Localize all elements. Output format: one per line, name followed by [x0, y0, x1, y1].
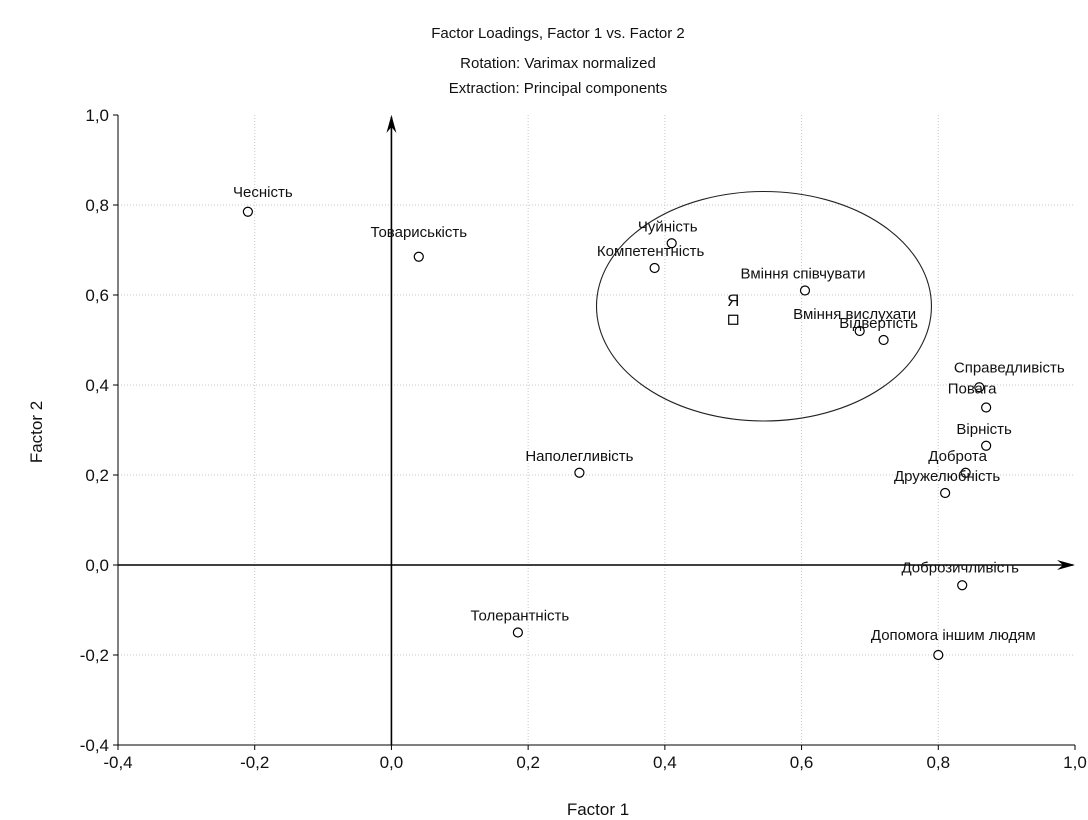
data-point [242, 206, 253, 217]
y-tick-label: 1,0 [85, 106, 109, 125]
x-tick-label: -0,2 [240, 753, 269, 772]
data-point [878, 334, 889, 346]
data-point [649, 262, 660, 274]
y-tick-label: 0,8 [85, 196, 109, 215]
data-point [413, 251, 424, 262]
data-point-label: Справедливість [954, 359, 1065, 376]
x-tick-label: 0,2 [516, 753, 540, 772]
data-point-label: Повага [948, 381, 997, 398]
x-tick-label: 0,0 [380, 753, 404, 772]
data-point-label: Відвертість [839, 315, 918, 332]
x-tick-label: 0,6 [790, 753, 814, 772]
y-tick-label: -0,2 [80, 646, 109, 665]
y-tick-label: 0,2 [85, 466, 109, 485]
y-tick-label: 0,6 [85, 286, 109, 305]
data-point-label: Дружелюбність [894, 468, 1000, 485]
y-tick-label: 0,4 [85, 376, 109, 395]
data-point-label: Вміння співчувати [741, 266, 866, 283]
x-tick-label: 0,4 [653, 753, 677, 772]
data-point-label: Компетентність [597, 243, 705, 260]
chart-subtitle-extraction: Extraction: Principal components [449, 80, 667, 97]
x-tick-label: 0,8 [926, 753, 950, 772]
data-point [940, 487, 951, 499]
x-axis-label: Factor 1 [567, 800, 629, 819]
data-point [933, 649, 944, 661]
data-point-label: Допомога іншим людям [871, 627, 1036, 644]
data-point [960, 467, 971, 478]
y-tick-label: 0,0 [85, 556, 109, 575]
data-point-label: Товариськість [370, 224, 467, 241]
x-tick-label: 1,0 [1063, 753, 1087, 772]
self-marker-label: Я [727, 291, 739, 310]
cluster-ellipse-group [595, 190, 933, 422]
chart-subtitle-rotation: Rotation: Varimax normalized [460, 55, 656, 72]
data-point-label: Вміння вислухати [793, 306, 916, 323]
cluster-ellipse [595, 190, 933, 422]
data-point-label: Чуйність [638, 218, 698, 235]
data-point-label: Чесність [233, 184, 293, 201]
data-point [512, 627, 523, 638]
chart-title: Factor Loadings, Factor 1 vs. Factor 2 [431, 25, 684, 42]
axes [113, 114, 1076, 750]
data-point [957, 580, 968, 591]
data-point [974, 382, 985, 393]
data-point [981, 402, 992, 413]
data-point [854, 325, 865, 337]
y-tick-label: -0,4 [80, 736, 109, 755]
grid [118, 115, 1075, 745]
data-point [799, 285, 811, 296]
self-marker [728, 314, 739, 325]
data-point [981, 440, 992, 451]
data-point-label: Вірність [956, 421, 1012, 438]
tick-labels: -0,4 -0,2 0,0 0,2 0,4 0,6 0,8 1,0 -0,4 -0,2 0,0 0,2… [80, 106, 1087, 772]
data-point-label: Доброта [928, 448, 987, 465]
data-point-label: Наполегливість [525, 448, 633, 465]
x-axis-arrowhead [1057, 560, 1075, 570]
data-point [666, 238, 677, 249]
data-point [574, 467, 585, 478]
data-point-label: Доброзичливість [901, 559, 1019, 576]
y-axis-label: Factor 2 [27, 401, 46, 463]
y-axis-arrowhead [386, 115, 397, 133]
data-points: Чесність Товариськість Чуйність Компетентні… [233, 184, 1065, 661]
x-tick-label: -0,4 [103, 753, 132, 772]
data-point-label: Толерантність [471, 608, 570, 625]
